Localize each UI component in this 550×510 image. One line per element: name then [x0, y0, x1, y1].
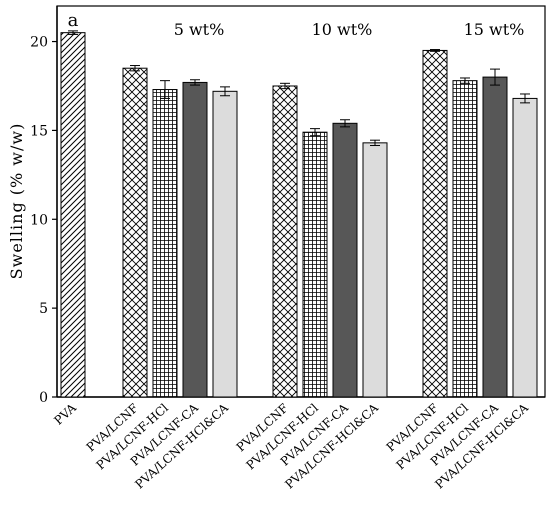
group-label-15wt: 15 wt%: [464, 20, 525, 39]
group-label-5wt: 5 wt%: [174, 20, 225, 39]
panel-letter: a: [68, 10, 79, 31]
y-tick-label: 10: [30, 212, 48, 228]
y-tick-label: 5: [39, 301, 48, 317]
bar-pva-lcnf-hcl-ca: [512, 97, 538, 398]
bar-pva-lcnf-ca: [182, 81, 208, 398]
y-tick-label: 15: [30, 123, 48, 139]
bar-pva-lcnf-ca: [482, 76, 508, 398]
bar-pva-lcnf-hcl: [302, 131, 328, 398]
bar-pva-lcnf-hcl-ca: [362, 142, 388, 398]
bar-pva-lcnf-ca: [332, 122, 358, 398]
bar-pva: [60, 32, 86, 398]
x-tick-label: PVA: [51, 401, 79, 428]
x-axis-tick-labels: PVA PVA/LCNFPVA/LCNF-HClPVA/LCNF-CAPVA/LC…: [51, 401, 531, 492]
bar-pva-lcnf-hcl: [152, 89, 178, 398]
bar-pva-lcnf-hcl-ca: [212, 90, 238, 398]
bar-pva-lcnf: [272, 85, 298, 398]
bars-layer: [60, 30, 538, 398]
group-label-10wt: 10 wt%: [312, 20, 373, 39]
y-axis-label: Swelling (% w/w): [7, 123, 26, 280]
y-axis-ticks: 0 5 10 15 20: [30, 35, 57, 406]
bar-pva-lcnf: [422, 49, 448, 398]
bar-pva-lcnf: [122, 67, 148, 398]
y-tick-label: 0: [39, 390, 48, 406]
bar-pva-lcnf-hcl: [452, 80, 478, 398]
y-tick-label: 20: [30, 35, 48, 51]
